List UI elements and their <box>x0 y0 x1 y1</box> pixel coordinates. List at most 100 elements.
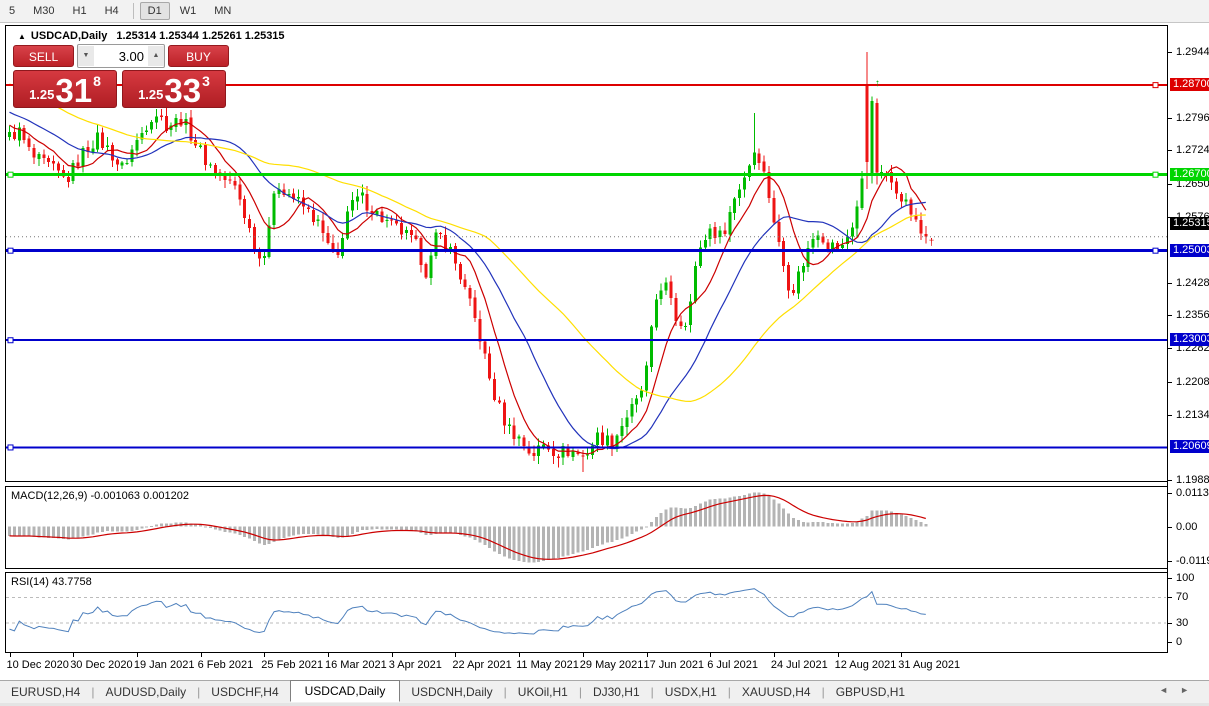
tab-separator: | <box>727 685 731 699</box>
timeframe-button-mn[interactable]: MN <box>214 5 232 17</box>
time-tick-mark <box>646 653 648 657</box>
tab-ukoil-h1[interactable]: UKOil,H1 <box>517 685 568 699</box>
time-tick-mark <box>901 653 903 657</box>
time-tick-label: 12 Aug 2021 <box>834 659 897 671</box>
sell-price-prefix: 1.25 <box>29 87 55 102</box>
level-line-handle[interactable] <box>1152 171 1159 178</box>
level-line-handle[interactable] <box>1152 82 1159 89</box>
level-line-handle[interactable] <box>7 444 14 451</box>
timeframe-button-w1[interactable]: W1 <box>179 5 197 17</box>
price-tick-label: 1.23560 <box>1176 309 1209 322</box>
time-tick-label: 16 Mar 2021 <box>325 659 387 671</box>
buy-price-box[interactable]: 1.25 33 3 <box>122 70 226 108</box>
time-tick-label: 6 Feb 2021 <box>197 659 254 671</box>
chart-tab-bar: EURUSD,H4 | AUDUSD,Daily | USDCHF,H4 USDCAD,D… <box>0 680 1209 704</box>
volume-increase-button[interactable]: ▲ <box>148 46 164 66</box>
time-tick-mark <box>328 653 329 657</box>
level-price-chip: 1.23003 <box>1170 333 1209 347</box>
chart-title: ▲ USDCAD,Daily 1.25314 1.25344 1.25261 1… <box>18 30 285 42</box>
sell-button[interactable]: SELL <box>13 45 74 67</box>
timeframe-button-5[interactable]: 5 <box>9 5 16 17</box>
macd-axis-label: -0.01190 <box>1176 555 1209 568</box>
ma-line-8 <box>9 121 927 455</box>
buy-price-big: 33 <box>164 72 202 109</box>
price-tick-label: 1.27960 <box>1176 112 1209 125</box>
candles <box>8 51 928 473</box>
rsi-indicator-panel[interactable]: RSI(14) 43.7758 <box>5 572 1167 653</box>
collapse-chart-icon[interactable]: ▲ <box>18 31 26 41</box>
trade-marker-icon: ↑ <box>875 78 880 89</box>
time-tick-label: 3 Apr 2021 <box>388 659 442 671</box>
axis-tick-mark <box>1168 183 1172 185</box>
level-price-chip: 1.26700 <box>1170 167 1209 181</box>
tab-dj30-h1[interactable]: DJ30,H1 <box>592 685 640 699</box>
timeframe-button-h4[interactable]: H4 <box>104 5 119 17</box>
axis-tick-mark <box>1168 315 1172 317</box>
price-axis[interactable]: 1.294401.279601.272401.265001.257601.242… <box>1167 25 1209 653</box>
timeframe-button-m30[interactable]: M30 <box>33 5 55 17</box>
trade-marker-icon: † <box>929 237 935 248</box>
axis-tick-mark <box>1168 118 1172 120</box>
time-tick-mark <box>837 653 839 657</box>
tab-usdcnh-daily[interactable]: USDCNH,Daily <box>411 685 493 699</box>
time-tick-label: 17 Jun 2021 <box>643 659 705 671</box>
time-tick-mark <box>455 653 457 657</box>
buy-button[interactable]: BUY <box>168 45 229 67</box>
time-tick-mark <box>9 653 11 657</box>
volume-stepper[interactable]: ▼ 3.00 ▲ <box>77 44 165 68</box>
level-price-chip: 1.25003 <box>1170 243 1209 257</box>
rsi-canvas[interactable] <box>6 573 1166 650</box>
tab-usdchf-h4[interactable]: USDCHF,H4 <box>211 685 279 699</box>
ma-line-20 <box>9 111 926 450</box>
chart-ohlc-values: 1.25314 1.25344 1.25261 1.25315 <box>116 30 285 42</box>
rsi-axis-label: 0 <box>1176 636 1183 649</box>
tab-audusd-daily[interactable]: AUDUSD,Daily <box>105 685 187 699</box>
tab-gbpusd-h1[interactable]: GBPUSD,H1 <box>835 685 906 699</box>
toolbar-separator <box>132 3 134 19</box>
macd-histogram <box>8 492 928 563</box>
chart-symbol-label: USDCAD,Daily <box>30 30 108 42</box>
rsi-label: RSI(14) 43.7758 <box>11 576 92 588</box>
timeframe-button-h1[interactable]: H1 <box>72 5 87 17</box>
main-chart-panel[interactable]: † ↑ ▲ USDCAD,Daily 1.25314 1.25344 1.2526… <box>5 25 1167 482</box>
time-tick-mark <box>773 653 775 657</box>
rsi-axis-label: 30 <box>1176 617 1189 630</box>
tab-usdx-h1[interactable]: USDX,H1 <box>664 685 717 699</box>
buy-price-prefix: 1.25 <box>138 87 164 102</box>
level-line-handle[interactable] <box>7 337 14 344</box>
axis-tick-mark <box>1168 578 1172 580</box>
time-tick-mark <box>200 653 202 657</box>
volume-decrease-button[interactable]: ▼ <box>78 46 94 66</box>
axis-tick-mark <box>1168 414 1172 416</box>
time-tick-mark <box>136 653 138 657</box>
timeframe-button-d1[interactable]: D1 <box>139 2 170 20</box>
tab-xauusd-h4[interactable]: XAUUSD,H4 <box>741 685 811 699</box>
time-tick-label: 10 Dec 2020 <box>6 659 69 671</box>
ma-line-45 <box>9 83 926 403</box>
level-line-handle[interactable] <box>1152 247 1159 254</box>
macd-canvas[interactable] <box>6 487 1166 566</box>
axis-tick-mark <box>1168 381 1172 383</box>
price-tick-label: 1.29440 <box>1176 45 1209 58</box>
time-tick-label: 31 Aug 2021 <box>898 659 961 671</box>
axis-tick-mark <box>1168 480 1172 482</box>
tab-separator: | <box>91 685 95 699</box>
tab-usdcad-daily[interactable]: USDCAD,Daily <box>289 680 401 702</box>
current-price-chip: 1.25315 <box>1170 216 1209 230</box>
sell-price-box[interactable]: 1.25 31 8 <box>13 70 117 108</box>
axis-tick-mark <box>1168 348 1172 350</box>
time-axis[interactable]: 10 Dec 2020 30 Dec 2020 19 Jan 2021 6 Feb 2… <box>5 653 1167 677</box>
macd-indicator-panel[interactable]: MACD(12,26,9) -0.001063 0.001202 <box>5 486 1167 569</box>
tab-separator: | <box>650 685 654 699</box>
axis-tick-mark <box>1168 51 1172 53</box>
tab-scroll-arrows[interactable]: ◄► <box>1159 685 1201 695</box>
level-price-chip: 1.20609 <box>1170 440 1209 454</box>
status-strip <box>0 703 1209 706</box>
level-line-handle[interactable] <box>7 171 14 178</box>
rsi-axis-label: 100 <box>1176 572 1195 585</box>
level-line-handle[interactable] <box>7 247 14 254</box>
volume-input[interactable]: 3.00 <box>118 48 144 64</box>
buy-price-pip: 3 <box>202 73 210 89</box>
tab-eurusd-h4[interactable]: EURUSD,H4 <box>11 685 81 699</box>
macd-axis-label: 0.01135 <box>1176 487 1209 500</box>
